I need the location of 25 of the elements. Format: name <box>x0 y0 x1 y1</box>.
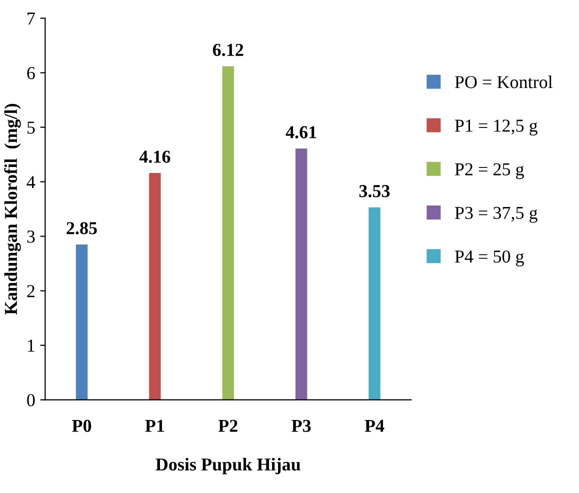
legend-label: P2 = 25 g <box>454 163 524 180</box>
data-label: 4.61 <box>286 126 316 138</box>
legend-label: PO = Kontrol <box>454 76 553 88</box>
y-tick-label: 2 <box>27 285 34 298</box>
data-label: 4.16 <box>139 150 170 163</box>
y-tick-label: 5 <box>27 122 35 134</box>
y-tick-label: 4 <box>26 176 36 188</box>
legend-label: P1 = 12,5 g <box>454 120 538 136</box>
x-tick-label: P1 <box>145 420 164 432</box>
y-tick-label: 0 <box>27 394 35 406</box>
data-label: 3.53 <box>359 185 390 198</box>
legend-label: P4 = 50 g <box>454 250 524 266</box>
x-tick-label: P0 <box>72 420 92 432</box>
x-tick-label: P2 <box>218 420 238 432</box>
x-axis-title: Dosis Pupuk Hijau <box>156 458 300 474</box>
y-axis-title: Kandungan Klorofil (mg/l) <box>4 104 21 315</box>
data-label: 6.12 <box>212 44 244 56</box>
x-tick-label: P3 <box>292 420 311 432</box>
data-label: 2.85 <box>66 222 97 234</box>
y-tick-label: 1 <box>28 340 34 352</box>
x-tick-label: P4 <box>364 420 384 432</box>
y-tick-label: 3 <box>27 230 35 243</box>
y-tick-label: 6 <box>27 67 35 80</box>
y-tick-label: 7 <box>28 12 35 25</box>
legend-label: P3 = 37,5 g <box>454 206 538 223</box>
